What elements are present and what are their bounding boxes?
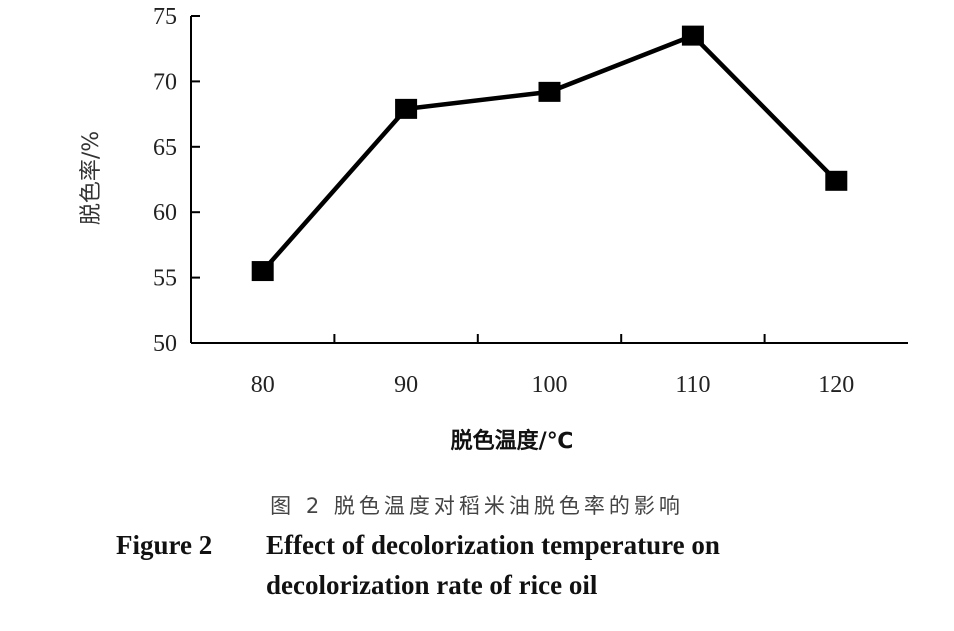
y-tick-label: 75 [153,4,177,30]
x-tick-label: 90 [394,372,418,398]
data-point-marker [395,98,418,119]
x-tick-label: 110 [675,372,710,398]
chart-axes [190,16,908,344]
line-chart: 50 55 60 65 70 75 80 90 100 110 120 脱色率/% 脱色温度/℃ [79,4,908,454]
data-point-marker [538,81,561,102]
caption-chinese: 图 2 脱色温度对稻米油脱色率的影响 [270,494,684,518]
series-line [261,32,838,273]
y-axis-ticks: 50 55 60 65 70 75 [153,4,200,357]
y-tick-label: 70 [153,69,177,95]
data-point-marker [681,25,704,46]
y-tick-label: 65 [153,135,177,161]
caption-english-title: Effect of decolorization temperature on [266,530,720,560]
series-group [251,25,848,282]
caption-english-line2: decolorization rate of rice oil [266,570,598,600]
data-point-marker [825,170,848,191]
y-tick-label: 50 [153,331,177,357]
x-tick-label: 100 [532,372,568,398]
x-tick-label: 80 [251,372,275,398]
x-axis-label: 脱色温度/℃ [451,428,574,454]
y-tick-label: 60 [153,200,177,226]
y-tick-label: 55 [153,266,177,292]
y-axis-label: 脱色率/% [79,131,104,225]
x-tick-label: 120 [818,372,854,398]
x-axis-ticks: 80 90 100 110 120 [251,334,854,398]
figure-number: Figure 2 [116,530,213,560]
caption-english-line1: Figure 2 Effect of decolorization tempera… [116,530,720,561]
data-point-marker [251,261,274,282]
